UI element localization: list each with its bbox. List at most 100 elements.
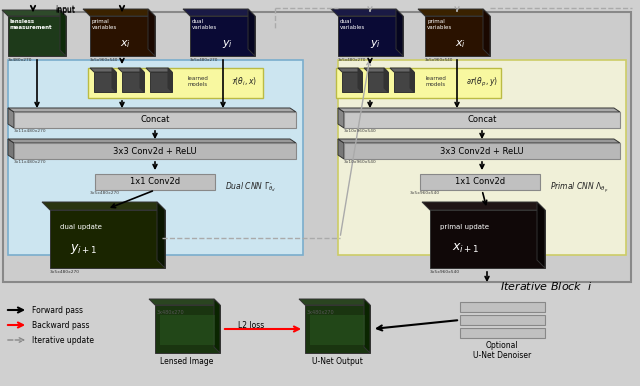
Text: Dual CNN $\Gamma_{\hat{\theta}_d}$: Dual CNN $\Gamma_{\hat{\theta}_d}$ xyxy=(225,180,276,193)
Text: 3x5x960x540: 3x5x960x540 xyxy=(425,58,453,62)
Text: dual
variables: dual variables xyxy=(192,19,217,30)
Polygon shape xyxy=(418,9,490,16)
Polygon shape xyxy=(2,10,66,16)
Text: input: input xyxy=(55,5,75,14)
Text: 3x5x960x540: 3x5x960x540 xyxy=(90,58,118,62)
Polygon shape xyxy=(118,68,144,72)
Polygon shape xyxy=(90,68,116,72)
Bar xyxy=(8,60,303,255)
Bar xyxy=(338,60,626,255)
Text: Primal CNN $\Lambda_{\theta_p}$: Primal CNN $\Lambda_{\theta_p}$ xyxy=(550,180,609,195)
Polygon shape xyxy=(190,16,255,56)
Polygon shape xyxy=(183,9,255,16)
Text: 3x10x960x540: 3x10x960x540 xyxy=(344,160,377,164)
Text: learned
models: learned models xyxy=(188,76,209,87)
Text: U-Net Output: U-Net Output xyxy=(312,357,362,366)
Polygon shape xyxy=(394,72,414,92)
Text: 3x3 Conv2d + ReLU: 3x3 Conv2d + ReLU xyxy=(440,147,524,156)
Polygon shape xyxy=(338,108,620,112)
Polygon shape xyxy=(112,68,116,92)
Polygon shape xyxy=(537,202,545,268)
Text: primal
variables: primal variables xyxy=(92,19,117,30)
Polygon shape xyxy=(299,299,370,305)
Text: lensless
measurement: lensless measurement xyxy=(10,19,52,30)
Polygon shape xyxy=(90,16,155,56)
Bar xyxy=(88,68,263,98)
Polygon shape xyxy=(338,16,403,56)
Text: primal
variables: primal variables xyxy=(427,19,452,30)
Bar xyxy=(14,143,296,159)
Text: L2 loss: L2 loss xyxy=(238,321,264,330)
Polygon shape xyxy=(364,68,388,72)
Polygon shape xyxy=(50,210,165,268)
Polygon shape xyxy=(410,68,414,92)
Text: 3x5x480x270: 3x5x480x270 xyxy=(338,58,366,62)
Bar xyxy=(95,174,215,190)
Text: 3x5x960x540: 3x5x960x540 xyxy=(410,191,440,195)
Bar xyxy=(336,68,501,98)
Text: 3x480x270: 3x480x270 xyxy=(307,310,335,315)
Text: dual
variables: dual variables xyxy=(340,19,365,30)
Bar xyxy=(14,112,296,128)
Polygon shape xyxy=(331,9,403,16)
Polygon shape xyxy=(8,16,66,56)
Text: $y_i$: $y_i$ xyxy=(222,38,233,50)
Text: Concat: Concat xyxy=(467,115,497,125)
Text: 3x11x480x270: 3x11x480x270 xyxy=(14,129,47,133)
Polygon shape xyxy=(8,139,296,143)
Text: 1x1 Conv2d: 1x1 Conv2d xyxy=(130,178,180,186)
Text: Concat: Concat xyxy=(140,115,170,125)
Text: primal update: primal update xyxy=(440,224,489,230)
Polygon shape xyxy=(168,68,172,92)
Polygon shape xyxy=(149,299,220,305)
Text: 1x1 Conv2d: 1x1 Conv2d xyxy=(455,178,505,186)
Text: Iterative Block  $i$: Iterative Block $i$ xyxy=(500,280,593,292)
Polygon shape xyxy=(364,299,370,353)
Polygon shape xyxy=(122,72,144,92)
Text: 3x5x480x270: 3x5x480x270 xyxy=(50,270,80,274)
Polygon shape xyxy=(157,202,165,268)
Polygon shape xyxy=(60,10,66,56)
Polygon shape xyxy=(338,68,362,72)
Text: $x_i$: $x_i$ xyxy=(455,38,466,50)
Polygon shape xyxy=(146,68,172,72)
Polygon shape xyxy=(150,72,172,92)
Text: $y_{i+1}$: $y_{i+1}$ xyxy=(70,242,98,256)
Polygon shape xyxy=(248,9,255,56)
Polygon shape xyxy=(140,68,144,92)
Text: Optional
U-Net Denoiser: Optional U-Net Denoiser xyxy=(473,341,531,361)
Bar xyxy=(344,143,620,159)
Polygon shape xyxy=(8,108,296,112)
Text: $y_i$: $y_i$ xyxy=(370,38,381,50)
Text: learned
models: learned models xyxy=(426,76,447,87)
Bar xyxy=(460,315,545,325)
Polygon shape xyxy=(94,72,116,92)
Polygon shape xyxy=(425,16,490,56)
Polygon shape xyxy=(358,68,362,92)
Polygon shape xyxy=(390,68,414,72)
Polygon shape xyxy=(396,9,403,56)
Polygon shape xyxy=(155,305,220,353)
Text: $x_{i+1}$: $x_{i+1}$ xyxy=(452,242,479,255)
Polygon shape xyxy=(338,108,344,128)
Polygon shape xyxy=(342,72,362,92)
Text: 3x480x270: 3x480x270 xyxy=(8,58,33,62)
Text: 3x3 Conv2d + ReLU: 3x3 Conv2d + ReLU xyxy=(113,147,197,156)
Text: Backward pass: Backward pass xyxy=(32,321,90,330)
Text: Iterative update: Iterative update xyxy=(32,336,94,345)
Polygon shape xyxy=(83,9,155,16)
Text: 3x5x480x270: 3x5x480x270 xyxy=(90,191,120,195)
Polygon shape xyxy=(430,210,545,268)
Text: 3x11x480x270: 3x11x480x270 xyxy=(14,160,47,164)
Polygon shape xyxy=(384,68,388,92)
Text: 3x10x960x540: 3x10x960x540 xyxy=(344,129,377,133)
Polygon shape xyxy=(148,9,155,56)
Text: 3x480x270: 3x480x270 xyxy=(157,310,184,315)
Bar xyxy=(460,328,545,338)
Polygon shape xyxy=(368,72,388,92)
Polygon shape xyxy=(338,139,620,143)
Polygon shape xyxy=(305,305,370,353)
Text: $x_i$: $x_i$ xyxy=(120,38,131,50)
Polygon shape xyxy=(338,139,344,159)
Bar xyxy=(420,174,540,190)
